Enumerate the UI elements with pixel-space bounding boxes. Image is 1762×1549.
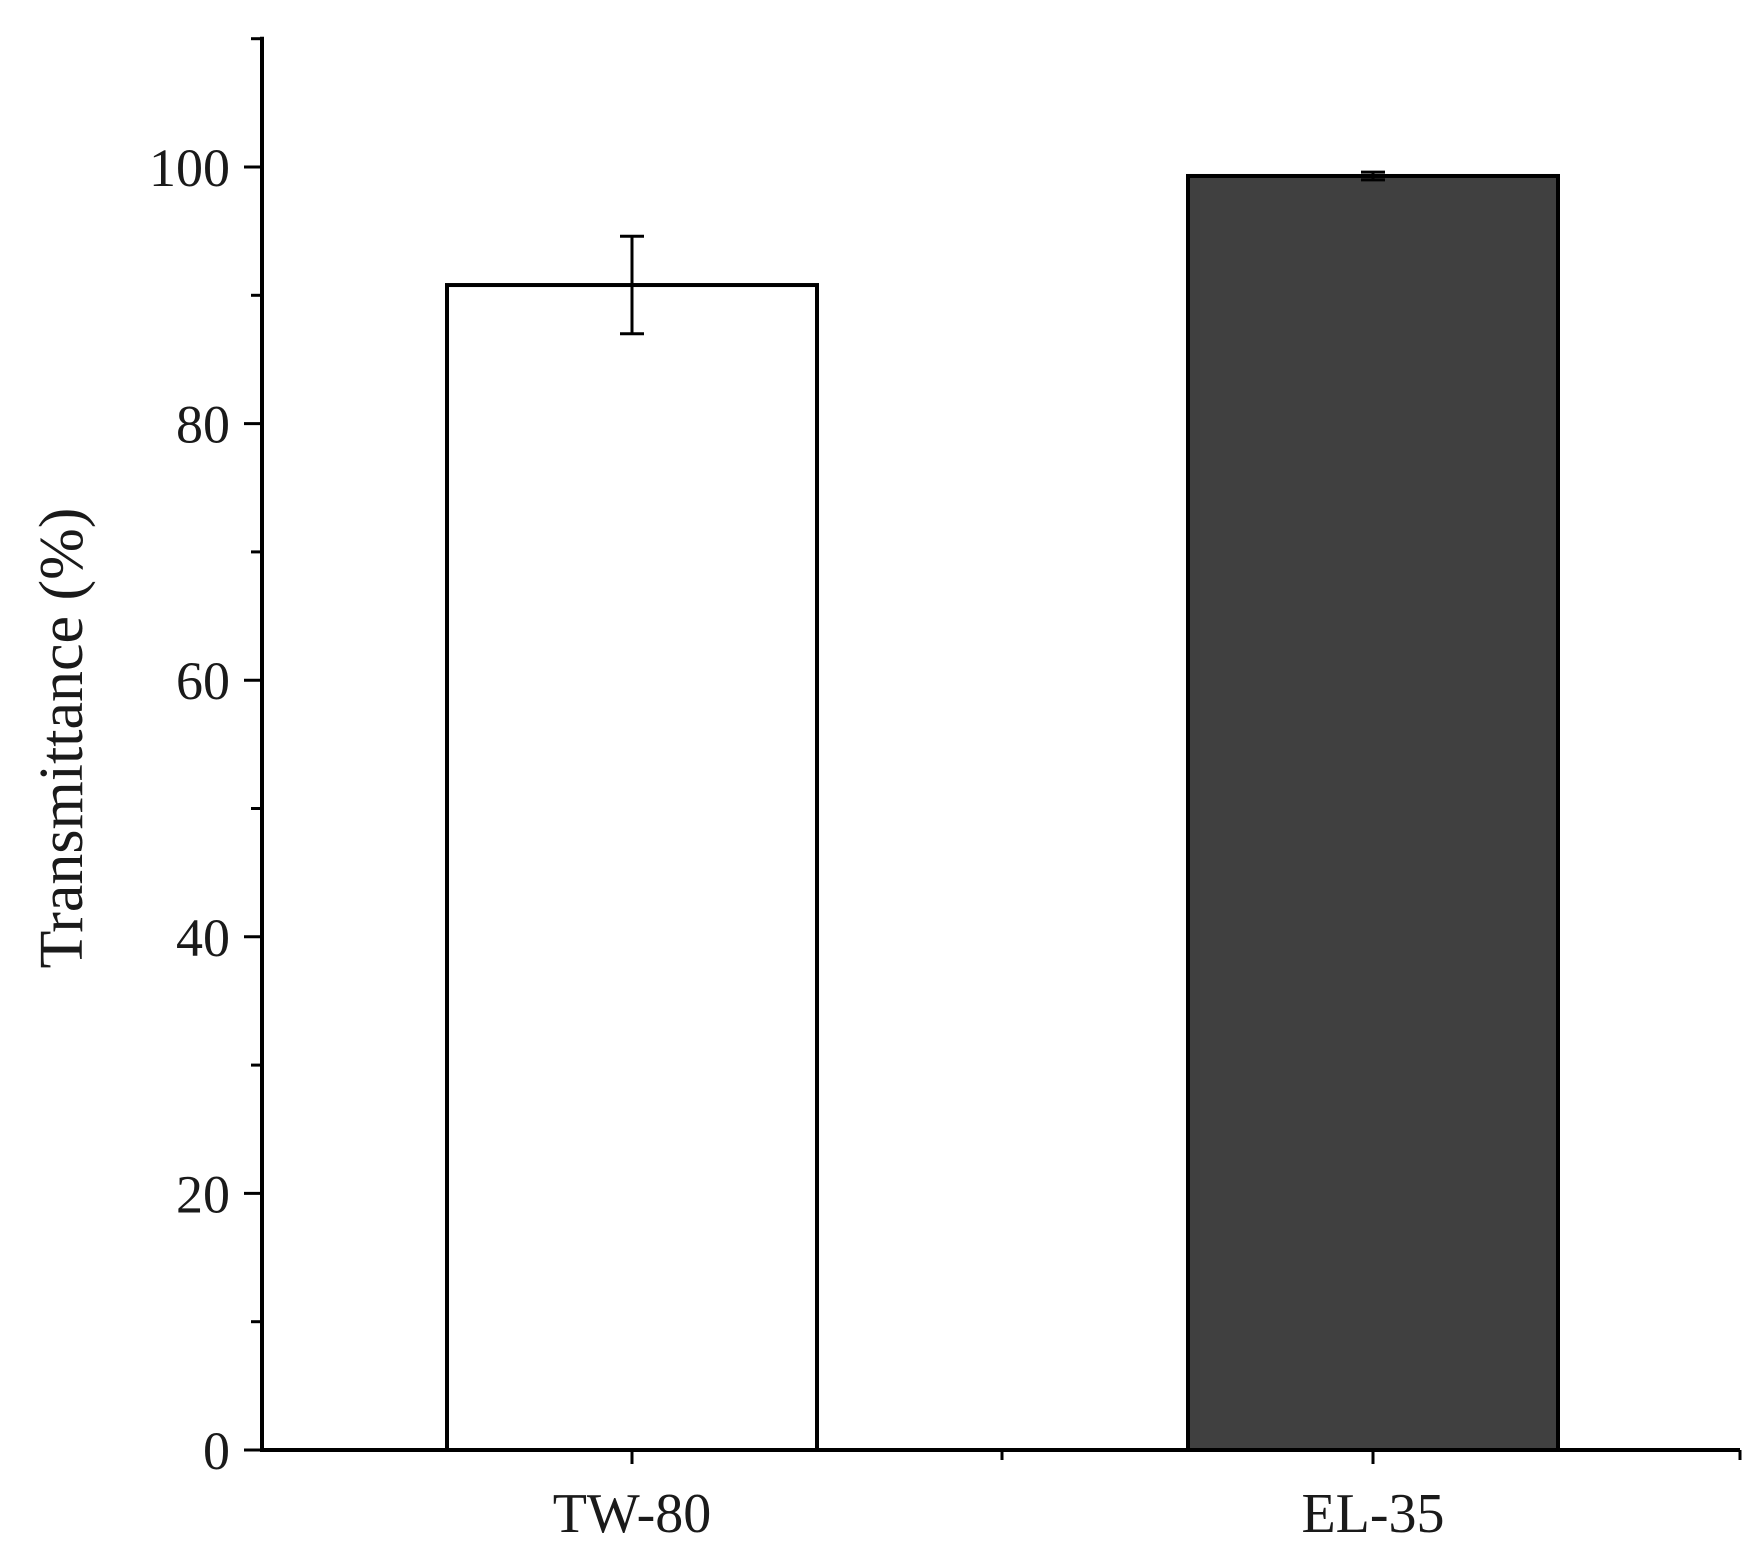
bar-tw-80 <box>445 283 819 1452</box>
bar-el-35 <box>1186 173 1560 1453</box>
y-tick-label: 40 <box>176 908 230 968</box>
y-tick-label: 0 <box>203 1421 230 1481</box>
y-axis-label: Transmittance (%) <box>28 508 96 969</box>
axes: TW-80 EL-35 0 20 40 60 80 100 <box>149 36 1742 1545</box>
y-tick-label: 20 <box>176 1164 230 1224</box>
y-tick-label: 80 <box>176 395 230 455</box>
plot-area <box>445 170 1560 1453</box>
x-tick-label: TW-80 <box>553 1483 712 1544</box>
y-tick-label: 100 <box>149 138 230 198</box>
y-tick-label: 60 <box>176 651 230 711</box>
error-bar-tw-80 <box>620 234 644 336</box>
error-bar-el-35 <box>1361 170 1385 182</box>
x-tick-label: EL-35 <box>1301 1483 1444 1544</box>
